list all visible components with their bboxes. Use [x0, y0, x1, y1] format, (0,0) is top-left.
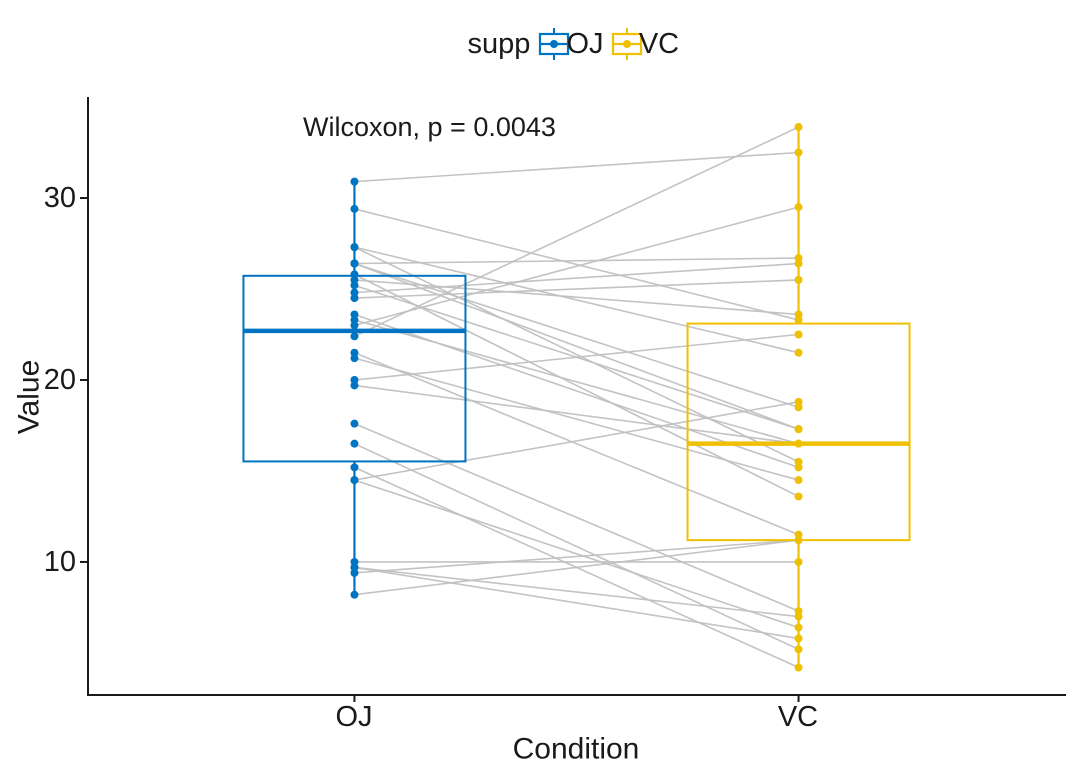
x-tick-label-vc: VC [778, 701, 818, 733]
data-point-vc [794, 623, 803, 632]
pair-line [354, 357, 799, 481]
legend-title: supp [468, 28, 531, 60]
pair-line [354, 126, 799, 338]
data-point-vc [794, 275, 803, 284]
pair-line [354, 442, 799, 651]
data-point-vc [794, 634, 803, 643]
data-point-vc [794, 476, 803, 485]
pair-line [354, 566, 799, 618]
y-tick-label-10: 10 [44, 546, 76, 578]
legend-key-vc [611, 28, 643, 60]
data-point-oj [350, 332, 359, 341]
legend-keys-layer [538, 28, 643, 60]
stat-test-annotation: Wilcoxon, p = 0.0043 [303, 112, 556, 142]
data-point-oj [350, 419, 359, 428]
pair-line [354, 351, 799, 536]
pair-line [354, 401, 799, 481]
boxes-layer [242, 274, 911, 542]
data-point-vc [794, 254, 803, 263]
x-tick-label-oj: OJ [335, 701, 372, 733]
data-point-vc [794, 148, 803, 157]
pair-line [354, 262, 799, 430]
box-oj [242, 274, 467, 463]
axis-ticks-layer [80, 197, 800, 702]
pair-line [354, 208, 799, 321]
data-point-vc [794, 645, 803, 654]
data-point-oj [350, 243, 359, 252]
pair-lines-layer [354, 126, 799, 669]
pair-line [354, 206, 799, 327]
pair-line [354, 479, 799, 629]
data-point-oj [350, 463, 359, 472]
data-point-vc [794, 203, 803, 212]
pair-line [354, 284, 799, 430]
pair-line [354, 539, 799, 574]
y-tick-label-20: 20 [44, 364, 76, 396]
data-point-vc [794, 123, 803, 132]
y-tick-label-30: 30 [44, 182, 76, 214]
data-point-vc [794, 492, 803, 501]
points-layer [350, 123, 803, 672]
data-point-vc [794, 663, 803, 672]
data-point-oj [350, 275, 359, 284]
data-point-oj [350, 310, 359, 319]
pair-line [354, 246, 799, 463]
pair-line [354, 279, 799, 299]
pair-line [354, 257, 799, 265]
pair-line [354, 566, 799, 640]
legend-key-oj [538, 28, 570, 60]
data-point-vc [794, 348, 803, 357]
data-point-vc [794, 457, 803, 466]
pair-line [354, 319, 799, 445]
data-point-oj [350, 288, 359, 297]
pair-line [354, 262, 799, 294]
data-point-vc [794, 425, 803, 434]
pair-line [354, 151, 799, 183]
data-point-oj [350, 563, 359, 572]
pair-line [354, 384, 799, 445]
pair-line [354, 246, 799, 354]
x-axis-title: Condition [513, 733, 640, 766]
legend-label-vc: VC [639, 28, 679, 60]
data-point-oj [350, 590, 359, 599]
data-point-vc [794, 536, 803, 545]
legend-key-point [550, 40, 558, 48]
data-point-vc [794, 315, 803, 324]
data-point-oj [350, 375, 359, 384]
data-point-oj [350, 476, 359, 485]
data-point-vc [794, 330, 803, 339]
data-point-vc [794, 403, 803, 412]
data-point-vc [794, 612, 803, 621]
data-point-oj [350, 259, 359, 268]
data-point-vc [794, 439, 803, 448]
legend-label-oj: OJ [566, 28, 603, 60]
pair-line [354, 422, 799, 612]
legend-key-point [623, 40, 631, 48]
data-point-oj [350, 321, 359, 330]
y-axis-title: Value [13, 360, 46, 435]
data-point-oj [350, 354, 359, 363]
data-point-vc [794, 557, 803, 566]
data-point-oj [350, 177, 359, 186]
data-point-oj [350, 439, 359, 448]
pair-line [354, 539, 799, 596]
pair-line [354, 279, 799, 316]
data-point-oj [350, 204, 359, 213]
